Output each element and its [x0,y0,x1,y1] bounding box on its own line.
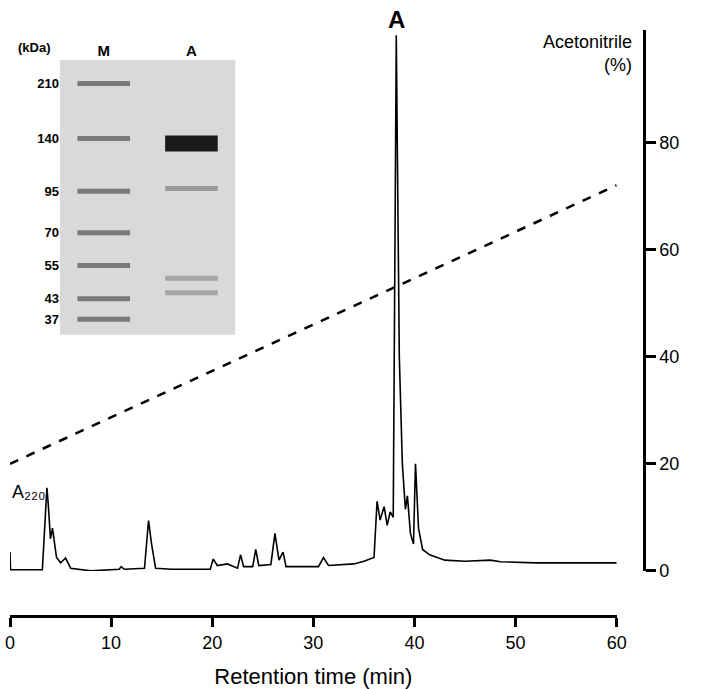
svg-text:40: 40 [659,347,679,367]
svg-text:20: 20 [202,633,222,653]
svg-text:20: 20 [659,454,679,474]
svg-text:37: 37 [44,312,58,327]
svg-text:210: 210 [37,76,59,91]
svg-text:50: 50 [506,633,526,653]
svg-text:80: 80 [659,133,679,153]
svg-text:10: 10 [101,633,121,653]
svg-text:60: 60 [607,633,627,653]
svg-text:0: 0 [5,633,15,653]
svg-text:M: M [98,42,111,59]
svg-text:60: 60 [659,240,679,260]
svg-text:Retention time (min): Retention time (min) [214,664,412,689]
svg-text:0: 0 [659,561,669,581]
svg-text:(kDa): (kDa) [18,40,51,55]
svg-text:40: 40 [404,633,424,653]
svg-text:A: A [186,42,197,59]
svg-text:A: A [388,6,405,33]
svg-text:70: 70 [44,225,58,240]
svg-text:Acetonitrile(%): Acetonitrile(%) [543,32,632,75]
svg-text:43: 43 [44,291,58,306]
svg-text:95: 95 [44,184,58,199]
svg-text:A₂₂₀: A₂₂₀ [12,482,45,502]
svg-text:140: 140 [37,131,59,146]
svg-text:55: 55 [44,258,58,273]
svg-text:30: 30 [303,633,323,653]
